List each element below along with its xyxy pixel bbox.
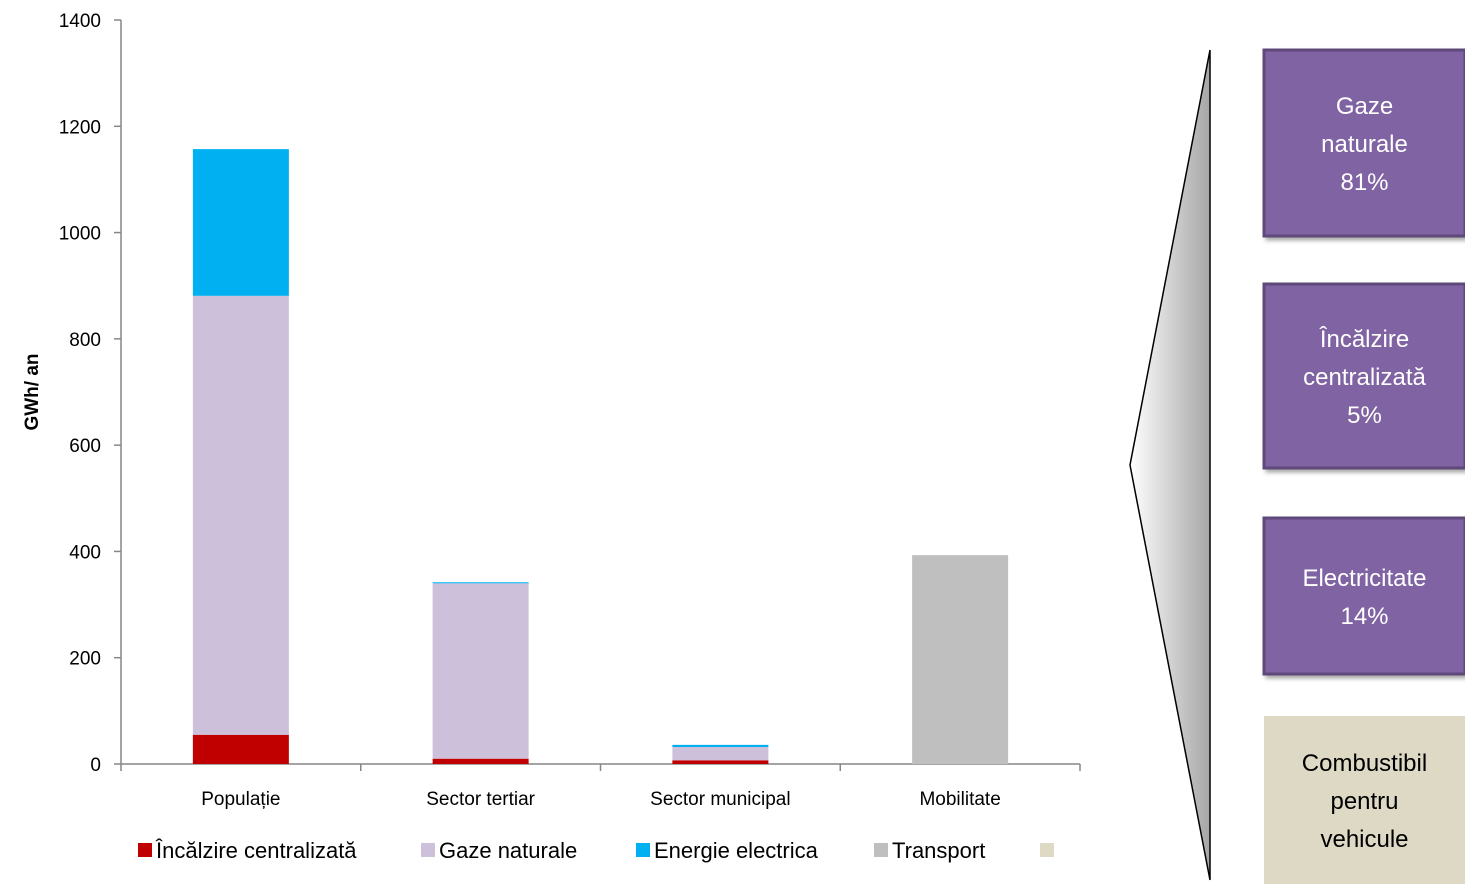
x-tick-label: Sector tertiar [426,789,535,810]
axes: 0 200 400 600 800 1000 1200 1400 Populație Sector… [22,11,1081,810]
y-tick-label: 600 [69,436,101,457]
legend-label: Gaze naturale [439,838,577,863]
x-tick-label: Mobilitate [919,789,1000,810]
bar-segment [432,758,529,764]
legend-label: Încălzire centralizată [155,838,357,863]
y-tick-label: 1200 [59,117,101,138]
y-tick-label: 1000 [59,224,101,245]
share-box-line: vehicule [1320,826,1408,853]
bar-segment [192,295,289,735]
expansion-triangle [1129,49,1211,881]
x-tick-label: Populație [201,789,280,810]
share-box-line: Gaze [1336,93,1393,120]
share-box-line: 81% [1340,169,1388,196]
share-box [1264,716,1465,884]
share-box-line: Încălzire [1319,326,1409,353]
bar-segment [432,583,529,759]
legend-swatch [421,843,435,857]
y-tick-label: 200 [69,649,101,670]
share-box-line: 5% [1347,402,1382,429]
share-box-line: pentru [1330,788,1398,815]
legend-label: Energie electrica [654,838,819,863]
share-box-line: 14% [1340,603,1388,630]
share-box-line: naturale [1321,131,1408,158]
bar-segment [672,760,769,764]
y-tick-label: 1400 [59,11,101,32]
y-tick-label: 800 [69,330,101,351]
legend: Încălzire centralizată Gaze naturale Energ… [138,838,1054,863]
bar-segment [432,582,529,584]
legend-swatch [636,843,650,857]
share-boxes: Gaze naturale 81% Încălzire centralizată 5% El… [1262,48,1465,884]
legend-label: Transport [892,838,985,863]
legend-swatch [1040,843,1054,857]
share-box [1262,282,1465,470]
legend-swatch [874,843,888,857]
bar-segment [672,746,769,761]
share-box-line: Combustibil [1302,750,1427,777]
share-box-line: Electricitate [1302,565,1426,592]
legend-swatch [138,843,152,857]
bar-segment [192,149,289,296]
bar-segment [912,555,1009,764]
bar-segment [192,734,289,764]
y-tick-label: 400 [69,542,101,563]
share-box [1262,48,1465,238]
bar-segment [672,744,769,747]
bars [192,149,1009,764]
share-box [1262,516,1465,676]
share-box-line: centralizată [1303,364,1426,391]
y-axis-title: GWh/ an [22,353,43,430]
x-tick-label: Sector municipal [650,789,790,810]
y-tick-label: 0 [90,755,101,776]
